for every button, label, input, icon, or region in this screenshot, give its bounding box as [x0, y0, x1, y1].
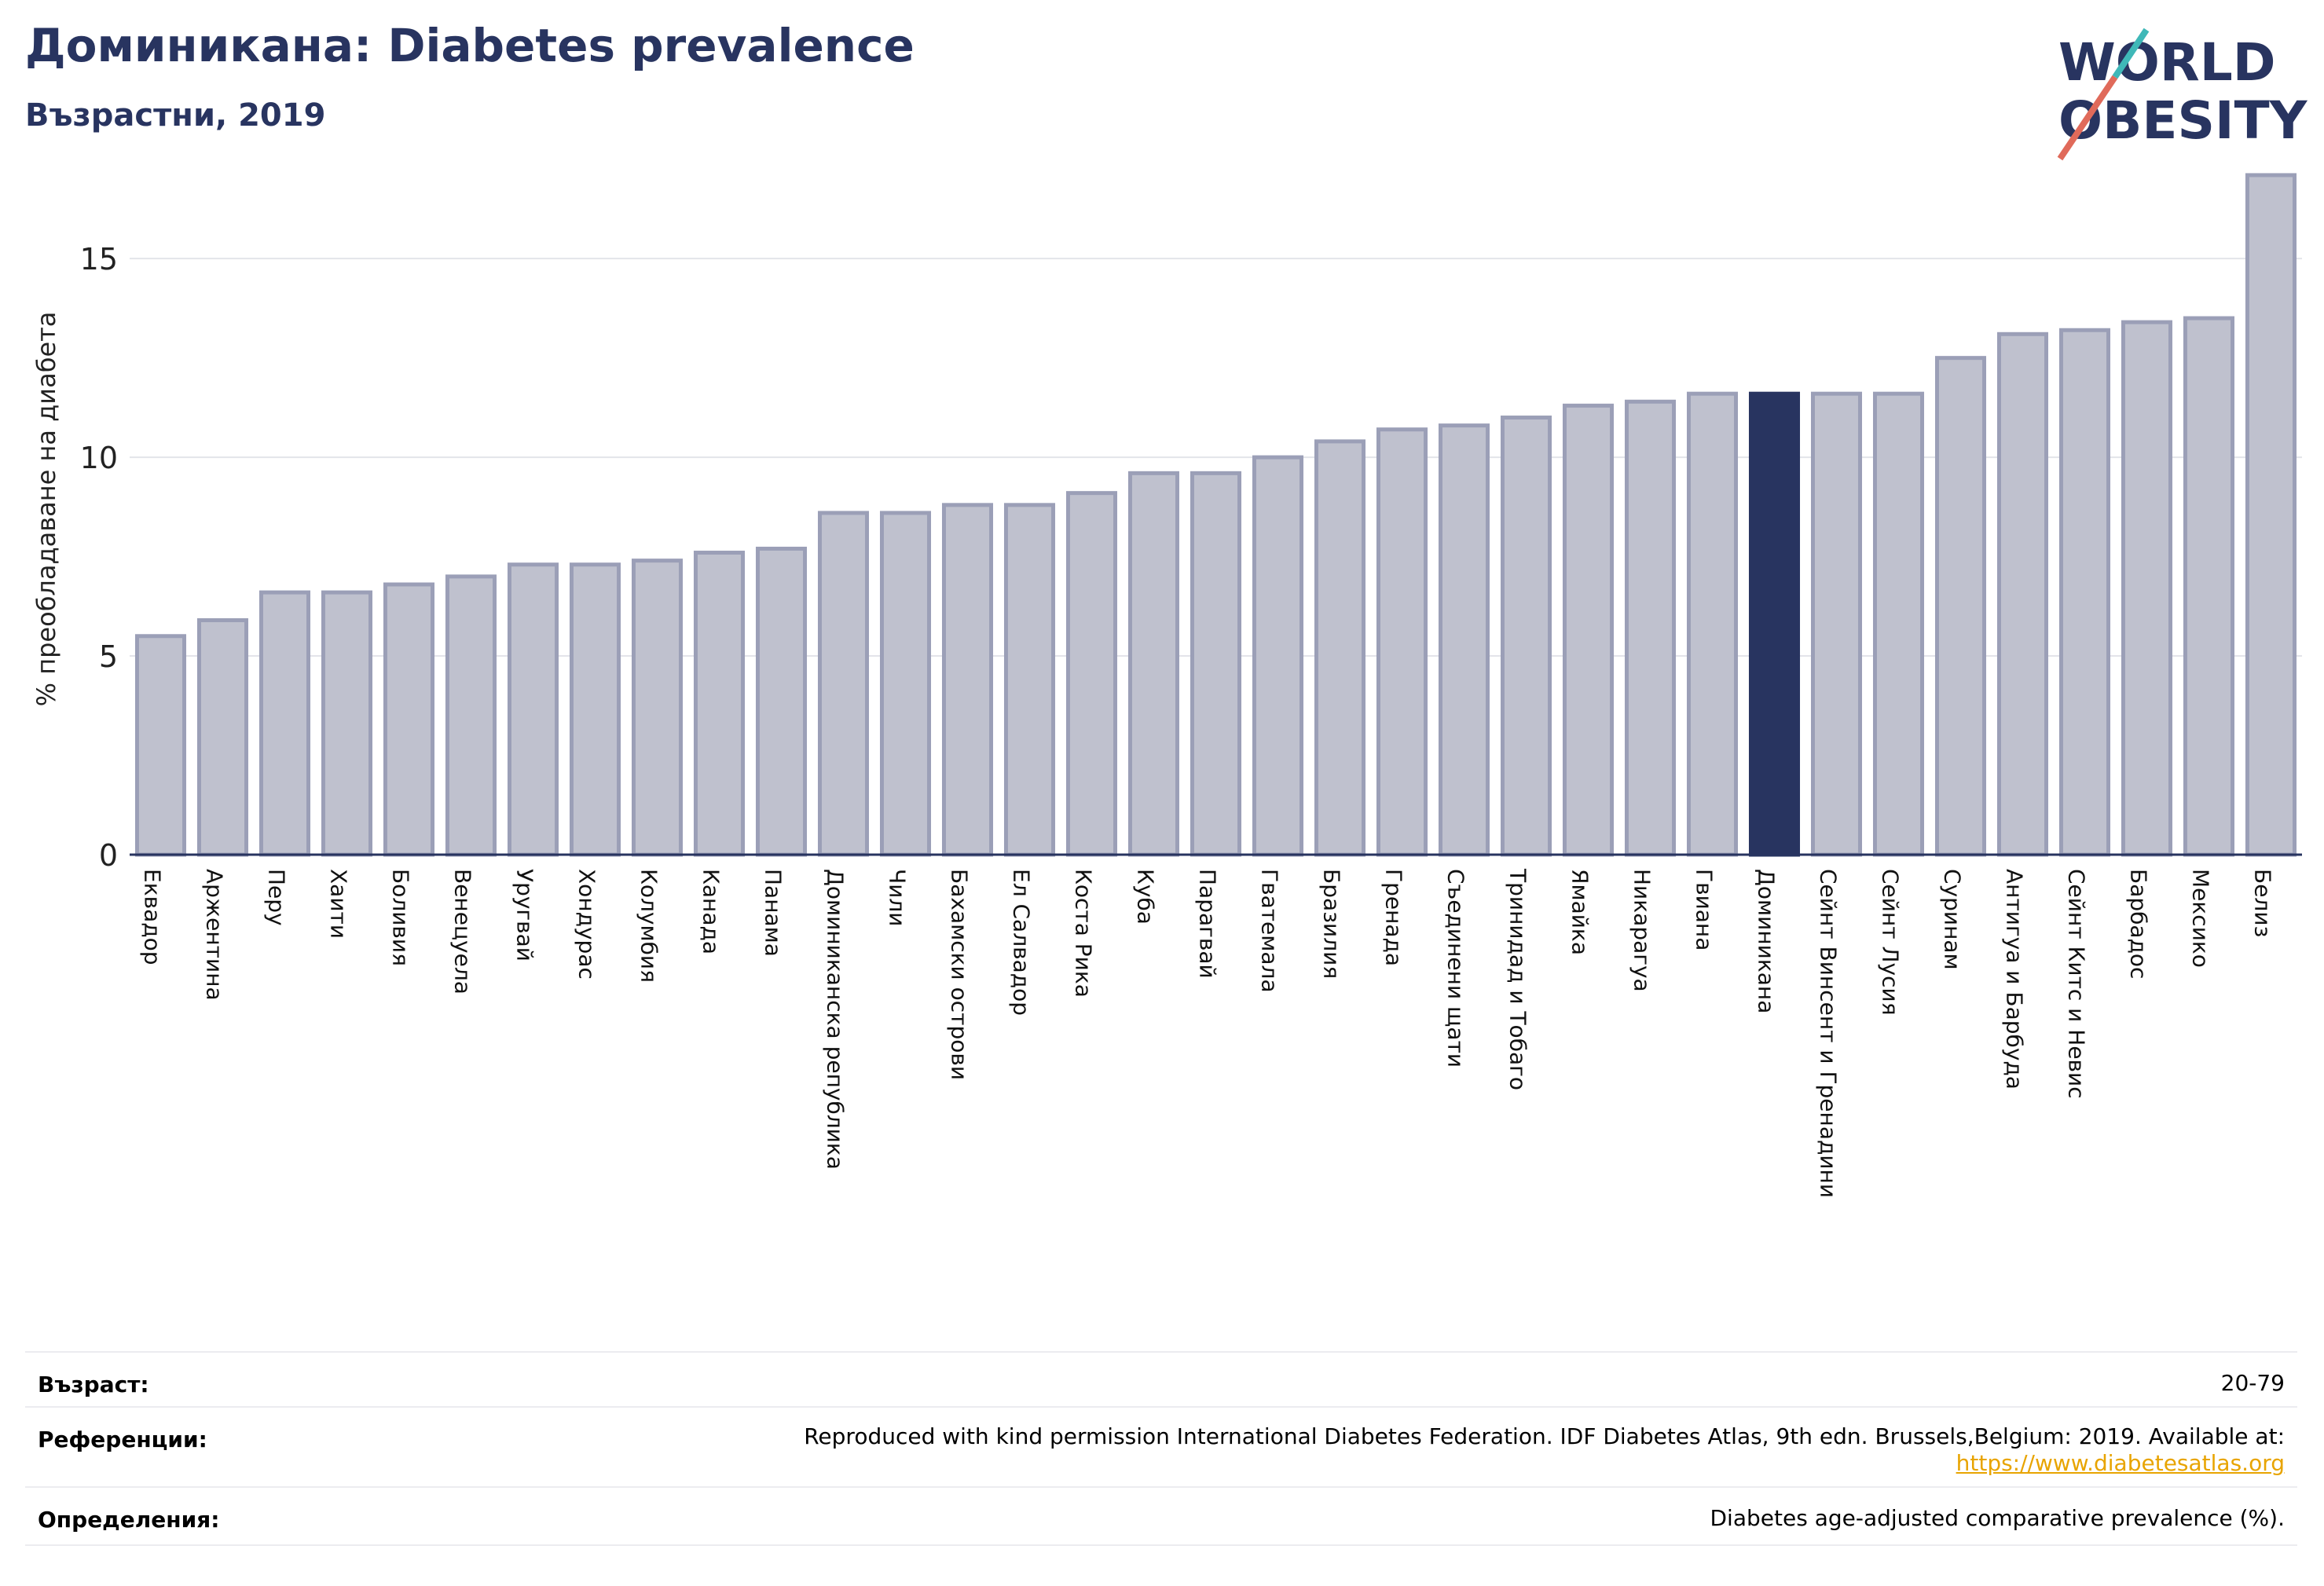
bar-32	[2058, 328, 2111, 857]
x-tick-label: Гватемала	[1257, 869, 1283, 993]
x-tick-label: Венецуела	[450, 869, 476, 994]
definitions-label: Определения:	[38, 1507, 220, 1533]
y-tick-label: 10	[80, 441, 118, 475]
bar-26	[1686, 391, 1739, 857]
x-tick-label: Бахамски острови	[947, 869, 973, 1080]
bar-18	[1189, 471, 1242, 857]
bar-17	[1127, 471, 1180, 857]
bar-5	[383, 582, 435, 857]
bar-9	[631, 559, 684, 857]
bar-35	[2245, 173, 2297, 857]
bar-14	[941, 503, 994, 857]
x-tick-label: Куба	[1133, 869, 1159, 925]
references-link[interactable]: https://www.diabetesatlas.org	[1956, 1450, 2285, 1476]
bar-31	[1996, 331, 2049, 857]
bar-33	[2121, 320, 2173, 857]
bar-3	[258, 590, 311, 857]
bar-1	[134, 634, 187, 857]
age-label: Възраст:	[38, 1372, 149, 1397]
bar-11	[755, 546, 808, 857]
bar-23	[1500, 416, 1552, 857]
bar-13	[879, 511, 932, 857]
bar-29	[1872, 391, 1925, 857]
x-tick-label: Чили	[885, 869, 911, 927]
bar-24	[1562, 403, 1615, 857]
x-tick-label: Канада	[698, 869, 724, 954]
x-tick-label: Ел Салвадор	[1009, 869, 1035, 1016]
bar-10	[693, 551, 746, 857]
x-tick-label: Доминикана	[1754, 869, 1780, 1013]
x-tick-label: Сейнт Винсент и Гренадини	[1816, 869, 1842, 1198]
age-value: 20-79	[2220, 1370, 2285, 1396]
x-tick-label: Тринидад и Тобаго	[1505, 868, 1531, 1090]
bar-22	[1438, 423, 1490, 857]
bar-20	[1314, 439, 1366, 857]
bar-15	[1003, 503, 1056, 857]
x-tick-label: Съединени щати	[1443, 869, 1469, 1068]
bar-16	[1065, 491, 1118, 857]
footer-row-references: Референции: Reproduced with kind permiss…	[25, 1406, 2297, 1488]
x-tick-label: Аржентина	[202, 869, 228, 1001]
y-tick-label: 0	[99, 838, 118, 873]
x-tick-label: Сейнт Китс и Невис	[2064, 869, 2090, 1099]
x-tick-label: Доминиканска република	[823, 869, 849, 1170]
references-label: Референции:	[38, 1427, 207, 1452]
x-tick-label: Перу	[264, 869, 290, 926]
x-tick-label: Хондурас	[574, 869, 600, 980]
y-tick-label: 5	[99, 639, 118, 674]
x-tick-label: Уругвай	[512, 869, 538, 961]
x-tick-label: Парагвай	[1195, 869, 1221, 979]
x-tick-label: Панама	[761, 869, 786, 957]
footer-row-definitions: Определения: Diabetes age-adjusted compa…	[25, 1486, 2297, 1546]
page-title: Доминикана: Diabetes prevalence	[25, 19, 915, 72]
x-tick-label: Коста Рика	[1071, 869, 1097, 998]
bar-28	[1810, 391, 1863, 857]
x-tick-label: Ямайка	[1567, 869, 1593, 955]
bar-34	[2183, 316, 2235, 857]
y-tick-label: 15	[80, 242, 118, 277]
x-tick-label: Еквадор	[140, 869, 166, 965]
bar-21	[1376, 427, 1428, 857]
bar-19	[1252, 455, 1304, 857]
bar-25	[1624, 399, 1677, 857]
bar-2	[196, 618, 249, 857]
bar-30	[1934, 356, 1987, 857]
definitions-text: Diabetes age-adjusted comparative preval…	[1710, 1505, 2286, 1531]
svg-text:WORLD: WORLD	[2058, 32, 2276, 93]
x-tick-label: Барбадос	[2126, 869, 2152, 979]
x-tick-label: Сейнт Лусия	[1878, 869, 1904, 1016]
x-tick-label: Никарагуа	[1629, 869, 1655, 992]
page-subtitle: Възрастни, 2019	[25, 97, 326, 134]
x-tick-label: Мексико	[2188, 869, 2214, 968]
x-tick-label: Суринам	[1940, 869, 1966, 970]
x-tick-label: Белиз	[2250, 869, 2276, 937]
bar-8	[569, 562, 621, 857]
bar-4	[321, 590, 373, 857]
footer-row-age: Възраст: 20-79	[25, 1351, 2297, 1408]
bar-6	[445, 574, 497, 857]
bar-12	[817, 511, 870, 857]
x-tick-label: Хаити	[326, 869, 352, 939]
x-tick-label: Колумбия	[636, 869, 662, 983]
world-obesity-logo: WORLD OBESITY	[2057, 27, 2308, 161]
x-tick-label: Гвиана	[1692, 869, 1717, 951]
y-axis-label: % преобладаване на диабета	[31, 312, 61, 707]
references-text: Reproduced with kind permission Internat…	[804, 1423, 2285, 1449]
x-tick-label: Антигуа и Барбуда	[2002, 869, 2028, 1090]
x-tick-label: Гренада	[1381, 869, 1407, 966]
x-tick-label: Боливия	[388, 869, 414, 966]
bar-chart: 0 5 10 15 Еквадор Аржентина Перу Хаити Боливия В…	[31, 173, 2302, 1198]
x-tick-label: Бразилия	[1319, 869, 1345, 979]
bar-7	[507, 562, 559, 857]
bar-27	[1748, 391, 1801, 857]
